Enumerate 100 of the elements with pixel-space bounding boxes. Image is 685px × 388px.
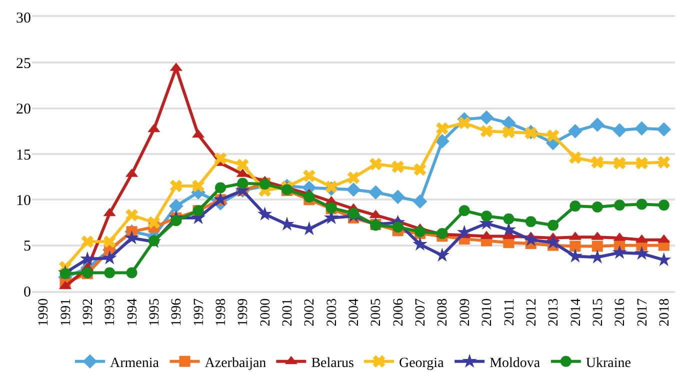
x-tick-label: 2018 bbox=[657, 298, 672, 326]
x-tick-label: 2002 bbox=[302, 298, 318, 326]
point bbox=[613, 156, 626, 170]
y-tick-label: 10 bbox=[16, 192, 31, 209]
point bbox=[237, 178, 248, 189]
x-tick-label: 2000 bbox=[258, 298, 274, 326]
x-tick-label: 2006 bbox=[391, 298, 406, 326]
point bbox=[325, 180, 338, 194]
x-tick-label: 2009 bbox=[458, 298, 473, 326]
point bbox=[168, 198, 184, 214]
point bbox=[570, 200, 581, 212]
legend-label: Belarus bbox=[311, 356, 354, 371]
point bbox=[658, 200, 670, 211]
point bbox=[214, 182, 226, 194]
x-tick-label: 2016 bbox=[613, 298, 628, 326]
x-tick-label: 1996 bbox=[170, 298, 185, 326]
x-tick-label: 2011 bbox=[502, 298, 518, 326]
x-tick-label: 1997 bbox=[192, 298, 207, 326]
legend-label: Moldova bbox=[490, 356, 541, 371]
point bbox=[591, 156, 604, 168]
point bbox=[369, 158, 382, 170]
point bbox=[434, 248, 450, 262]
x-tick-label: 2012 bbox=[524, 298, 540, 326]
x-tick-label: 2007 bbox=[414, 298, 429, 326]
point bbox=[124, 230, 140, 244]
point bbox=[480, 124, 493, 138]
x-tick-label: 2017 bbox=[635, 298, 650, 326]
point bbox=[546, 130, 560, 142]
point bbox=[104, 267, 116, 278]
point bbox=[102, 250, 117, 264]
x-tick-label: 2003 bbox=[324, 298, 340, 326]
point bbox=[412, 194, 428, 209]
x-tick-label: 1990 bbox=[36, 298, 52, 326]
x-tick-label: 1995 bbox=[148, 298, 162, 326]
point bbox=[103, 235, 116, 248]
point bbox=[614, 200, 626, 211]
point bbox=[570, 240, 581, 252]
x-tick-label: 1992 bbox=[80, 298, 96, 326]
point bbox=[656, 122, 672, 136]
point bbox=[368, 185, 383, 200]
y-tick-label: 15 bbox=[16, 147, 31, 164]
point bbox=[304, 191, 315, 202]
point bbox=[636, 156, 648, 170]
point bbox=[548, 220, 559, 231]
point bbox=[392, 222, 404, 233]
legend-label: Georgia bbox=[398, 356, 445, 371]
point bbox=[347, 172, 360, 184]
x-tick-label: 2005 bbox=[369, 298, 384, 326]
point bbox=[592, 240, 603, 252]
point bbox=[81, 235, 94, 248]
point bbox=[348, 208, 359, 219]
x-tick-label: 2014 bbox=[568, 298, 584, 326]
x-tick-label: 2001 bbox=[280, 298, 296, 326]
point bbox=[546, 234, 560, 249]
point bbox=[60, 268, 71, 280]
y-tick-label: 20 bbox=[16, 102, 31, 118]
x-tick-label: 1998 bbox=[214, 298, 230, 326]
point bbox=[569, 151, 582, 164]
point bbox=[592, 201, 603, 212]
point bbox=[568, 248, 583, 263]
point bbox=[612, 123, 627, 138]
point bbox=[524, 232, 538, 246]
point bbox=[280, 216, 294, 231]
point bbox=[612, 244, 627, 259]
point bbox=[192, 180, 205, 192]
point bbox=[435, 134, 450, 148]
x-tick-label: 2013 bbox=[546, 298, 562, 326]
point bbox=[568, 124, 582, 138]
point bbox=[412, 236, 428, 251]
point bbox=[590, 250, 605, 264]
point bbox=[636, 198, 648, 210]
point bbox=[170, 180, 182, 192]
point bbox=[525, 216, 536, 228]
x-tick-label: 1991 bbox=[58, 298, 74, 326]
point bbox=[479, 110, 494, 125]
y-tick-label: 5 bbox=[24, 238, 31, 255]
legend-label: Azerbaijan bbox=[204, 356, 266, 371]
point bbox=[80, 251, 95, 266]
point bbox=[346, 182, 361, 197]
x-tick-label: 2004 bbox=[347, 298, 362, 326]
point bbox=[457, 224, 472, 239]
point bbox=[236, 158, 249, 172]
point bbox=[390, 190, 405, 204]
x-tick-label: 1993 bbox=[103, 298, 118, 326]
x-tick-label: 1994 bbox=[125, 298, 140, 326]
point bbox=[126, 267, 138, 278]
point bbox=[503, 213, 514, 224]
point bbox=[214, 152, 227, 165]
y-tick-label: 25 bbox=[16, 56, 31, 72]
point bbox=[302, 170, 316, 182]
x-tick-label: 2015 bbox=[590, 298, 606, 326]
x-tick-label: 1999 bbox=[236, 298, 252, 326]
point bbox=[392, 160, 404, 174]
point bbox=[634, 246, 650, 260]
y-tick-label: 30 bbox=[16, 10, 31, 26]
point bbox=[414, 163, 426, 176]
x-tick-label: 2010 bbox=[480, 298, 496, 326]
point bbox=[126, 208, 138, 222]
point bbox=[502, 126, 515, 138]
point bbox=[481, 210, 492, 222]
